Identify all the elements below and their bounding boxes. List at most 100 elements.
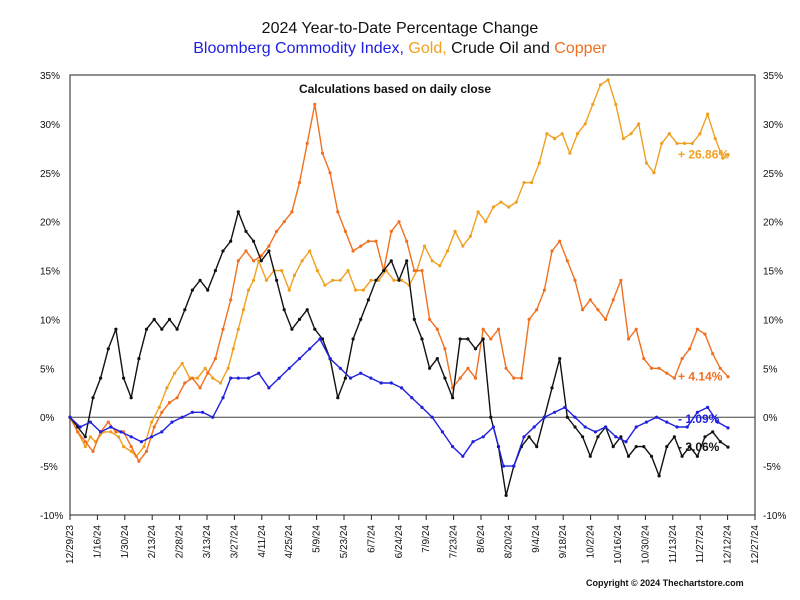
data-point [604, 317, 608, 321]
data-point [550, 249, 554, 253]
data-point [512, 376, 516, 380]
x-tick-label: 9/4/24 [531, 525, 542, 553]
x-tick-label: 10/30/24 [640, 525, 651, 564]
data-point [201, 410, 205, 414]
data-point [305, 141, 309, 145]
data-point [542, 288, 547, 292]
x-tick-label: 2/28/24 [175, 525, 186, 559]
data-point [726, 153, 730, 157]
data-point [537, 161, 541, 165]
data-point [451, 445, 455, 449]
data-point [226, 366, 230, 370]
data-point [611, 445, 615, 449]
data-point [384, 269, 388, 273]
data-point [320, 151, 325, 155]
data-point [675, 425, 679, 429]
data-point [491, 425, 495, 429]
data-point [405, 239, 409, 243]
series-layer: + 26.86% + 4.14% - 3.06% - 1.09% [68, 78, 730, 497]
data-point [698, 132, 702, 136]
data-point [619, 278, 623, 282]
data-point [297, 357, 302, 361]
data-point [244, 229, 248, 233]
data-point [229, 239, 233, 243]
axis-layer: 12/29/23 1/16/24 1/30/24 2/13/24 2/28/24 3/13… [40, 71, 786, 564]
data-point [343, 229, 347, 233]
data-point [366, 239, 370, 243]
data-point [389, 259, 393, 263]
data-point [167, 317, 172, 321]
data-point [244, 249, 248, 253]
data-point [458, 376, 462, 380]
data-point [553, 410, 557, 414]
data-point [328, 171, 332, 175]
data-point [313, 102, 317, 106]
data-point [190, 288, 194, 292]
data-point [591, 102, 595, 106]
data-point [190, 410, 194, 414]
data-point [652, 171, 656, 175]
data-point [575, 132, 580, 136]
data-point [581, 435, 585, 439]
subtitle-part-comma: , [399, 40, 409, 57]
x-tick-label: 3/27/24 [229, 525, 240, 559]
data-point [379, 381, 383, 385]
y-tick-label-left: 25% [40, 169, 60, 180]
data-point [218, 381, 223, 385]
data-point [297, 317, 302, 321]
chart-subtitle: Bloomberg Commodity Index, Gold, Crude O… [0, 40, 800, 58]
data-point [685, 425, 689, 429]
data-point [405, 259, 409, 263]
x-tick-label: 1/16/24 [92, 525, 103, 559]
subtitle-part-gold: Gold, [408, 40, 447, 57]
data-point [292, 273, 296, 277]
y-tick-label-right: -10% [763, 511, 786, 522]
x-tick-label: 1/30/24 [120, 525, 131, 559]
data-point [99, 376, 103, 380]
data-point [642, 357, 646, 361]
data-point [573, 425, 577, 429]
data-point [718, 366, 722, 370]
data-point [695, 410, 700, 414]
y-tick-label-left: 10% [40, 315, 60, 326]
data-point [484, 220, 488, 224]
x-tick-label: 5/9/24 [312, 525, 323, 553]
data-point [359, 244, 363, 248]
data-point [122, 445, 126, 449]
y-tick-label-right: 25% [763, 169, 783, 180]
data-point [157, 405, 161, 409]
y-tick-label-left: 15% [40, 267, 60, 278]
data-point [718, 440, 722, 444]
chart-title: 2024 Year-to-Date Percentage Change [261, 20, 539, 37]
data-point [267, 244, 271, 248]
data-point [257, 259, 261, 263]
y-tick-label-right: 15% [763, 267, 783, 278]
data-point [229, 298, 233, 302]
data-point [596, 435, 600, 439]
x-tick-label: 2/13/24 [147, 525, 158, 559]
data-point [680, 357, 684, 361]
data-point [221, 396, 225, 400]
data-point [116, 435, 121, 439]
data-point [665, 445, 669, 449]
data-point [695, 327, 700, 331]
data-point [305, 308, 309, 312]
data-point [489, 337, 493, 341]
data-point [264, 278, 268, 282]
data-point [88, 435, 92, 439]
data-point [183, 308, 187, 312]
data-point [443, 347, 447, 351]
data-point [392, 278, 396, 282]
data-point [88, 420, 92, 424]
data-point [703, 332, 707, 336]
data-point [420, 269, 424, 273]
data-point [634, 425, 638, 429]
data-point [675, 141, 679, 145]
data-point [624, 440, 628, 444]
data-point [504, 493, 508, 497]
x-tick-label: 6/24/24 [394, 525, 405, 559]
data-point [142, 445, 146, 449]
data-point [657, 474, 661, 478]
data-point [558, 239, 562, 243]
data-point [716, 420, 720, 424]
